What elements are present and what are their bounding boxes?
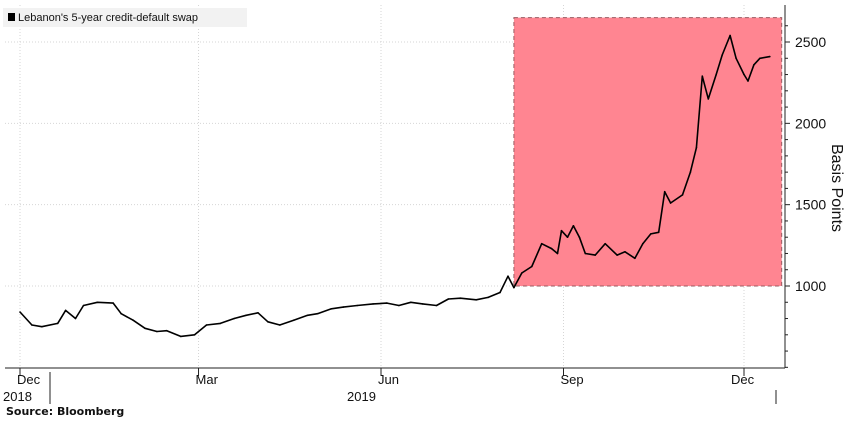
data-point (513, 286, 515, 289)
x-tick-sublabel: 2018 (3, 389, 32, 404)
data-point (356, 304, 359, 307)
data-point (715, 73, 717, 76)
data-point (487, 296, 489, 299)
data-point (753, 64, 755, 66)
y-axis-title: Basis Points (828, 144, 845, 232)
data-point (372, 303, 374, 305)
data-point (342, 306, 345, 308)
data-point (41, 325, 43, 328)
data-point (267, 321, 269, 323)
data-point (550, 247, 553, 250)
y-tick-label: 2000 (795, 115, 826, 131)
data-point (447, 298, 450, 300)
x-tick-label: Mar (196, 372, 219, 387)
data-point (578, 236, 581, 238)
data-point (616, 254, 618, 256)
data-point (743, 73, 745, 76)
data-point (459, 297, 462, 300)
data-point (695, 146, 698, 149)
data-point (604, 242, 606, 245)
data-point (279, 324, 281, 326)
y-tick-label: 1000 (795, 278, 826, 294)
data-point (729, 34, 731, 37)
data-point (144, 327, 146, 330)
data-point (531, 265, 533, 268)
data-point (64, 309, 67, 312)
data-point (634, 257, 636, 260)
data-point (663, 190, 666, 193)
data-point (410, 301, 412, 304)
data-point (521, 272, 523, 274)
data-point (657, 231, 660, 234)
data-point (233, 317, 235, 320)
data-point (120, 312, 122, 315)
legend-box (3, 8, 247, 27)
highlight-region (513, 17, 783, 287)
data-point (112, 302, 114, 304)
data-point (193, 334, 196, 336)
data-point (566, 236, 569, 238)
data-point (316, 312, 319, 315)
data-point (475, 299, 478, 301)
data-point (669, 202, 672, 204)
data-point (166, 329, 168, 332)
data-point (747, 80, 749, 82)
data-point (82, 304, 85, 307)
data-point (572, 225, 575, 227)
data-point (132, 319, 134, 322)
data-point (56, 322, 59, 325)
data-point (74, 317, 77, 320)
data-point (556, 252, 559, 255)
data-point (594, 254, 596, 256)
y-tick-label: 2500 (795, 34, 826, 50)
x-tick-label: Dec (731, 372, 755, 387)
data-point (642, 242, 644, 245)
data-point (701, 75, 704, 77)
x-tick-label: Jun (378, 372, 399, 387)
data-point (179, 335, 182, 338)
data-point (560, 229, 563, 232)
data-point (681, 194, 684, 196)
data-point (540, 242, 543, 245)
data-point (306, 314, 309, 317)
data-point (507, 275, 509, 278)
data-point (257, 312, 259, 314)
data-point (245, 314, 247, 317)
data-point (398, 304, 400, 307)
data-point (759, 57, 761, 60)
legend-swatch (8, 13, 15, 21)
x-tick-label: Dec (17, 372, 41, 387)
data-point (721, 54, 723, 56)
data-point (156, 330, 158, 333)
data-point (499, 291, 501, 294)
y-tick-label: 1500 (795, 197, 826, 213)
data-point (421, 303, 424, 305)
data-point (735, 57, 737, 60)
data-point (219, 322, 222, 325)
data-point (292, 319, 295, 322)
data-point (707, 98, 710, 100)
data-point (650, 233, 652, 235)
data-point (205, 324, 208, 326)
series-line-0 (19, 34, 770, 338)
source-note: Source: Bloomberg (6, 405, 125, 418)
x-tick-label: Sep (560, 372, 583, 387)
data-point (435, 304, 438, 307)
data-point (330, 308, 333, 310)
data-point (31, 324, 33, 326)
data-point (96, 301, 99, 304)
data-point (386, 302, 388, 304)
data-point (19, 311, 21, 313)
x-tick-sublabel: 2019 (347, 389, 376, 404)
data-point (769, 55, 771, 58)
legend-label: Lebanon's 5-year credit-default swap (18, 12, 198, 24)
data-point (689, 171, 692, 173)
data-point (624, 251, 626, 253)
data-point (584, 252, 587, 255)
